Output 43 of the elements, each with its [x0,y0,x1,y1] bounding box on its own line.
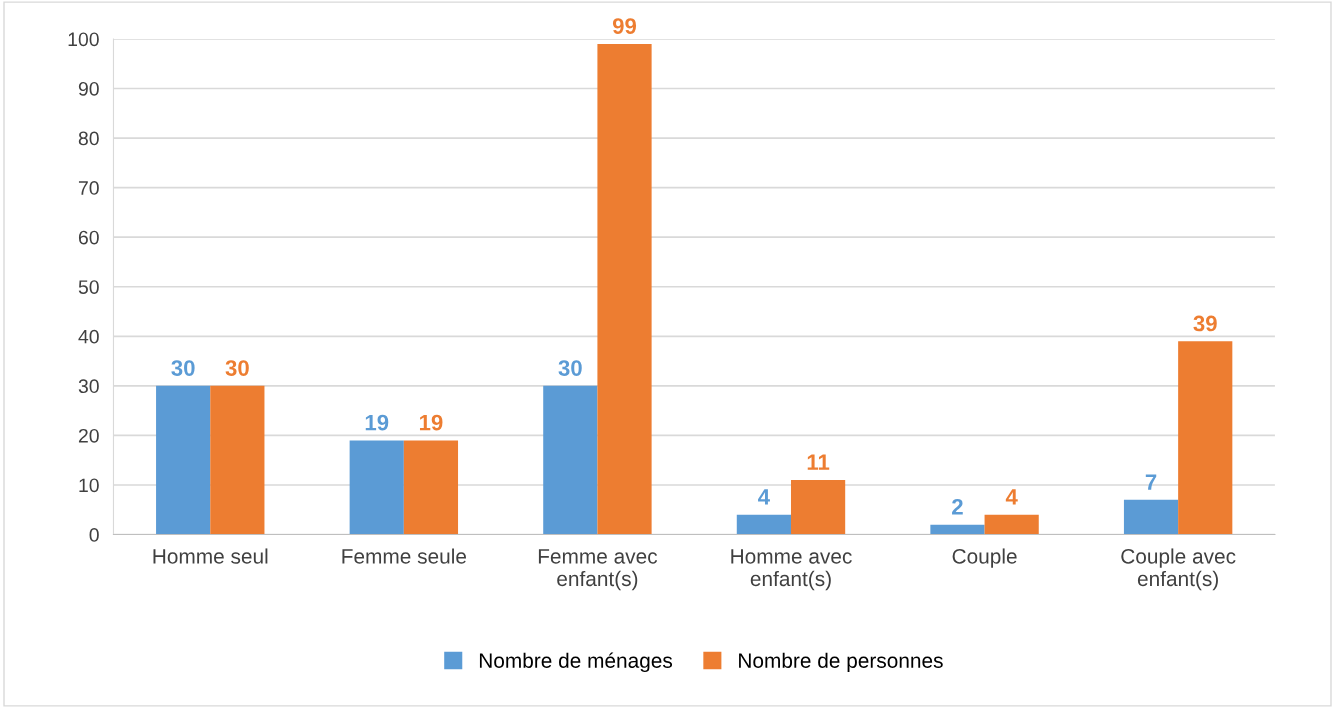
x-tick-label: Femme avec enfant(s) [538,549,658,591]
y-tick-label: 20 [78,428,99,443]
y-tick-label: 0 [89,528,99,542]
x-tick-label: Femme seule [342,548,467,564]
bar [1123,499,1179,535]
data-label: 2 [952,498,963,515]
data-label: 4 [758,489,770,505]
bar [403,440,459,535]
bar [984,514,1039,535]
y-tick-label: 30 [78,379,99,394]
data-label: 30 [558,360,582,376]
data-label: 19 [419,414,443,431]
x-tick-label: Homme avec enfant(s) [731,549,852,591]
data-label: 99 [612,18,637,34]
bar [597,43,652,535]
bar [736,514,791,535]
data-label: 7 [1145,474,1157,490]
y-tick-label: 60 [78,230,99,245]
y-tick-label: 40 [78,329,99,344]
bar [930,524,985,535]
x-tick-label: Couple [952,548,1017,568]
data-label: 30 [171,360,195,376]
x-tick-label: Homme seul [153,548,268,564]
bar [1178,341,1233,535]
bar [790,480,846,535]
data-label: 39 [1193,315,1217,332]
data-label: 11 [807,454,830,470]
bar [349,440,404,535]
bar [210,385,265,535]
legend-label: Nombre de ménages [479,652,673,673]
y-tick-label: 80 [78,131,99,146]
bar [543,385,598,535]
data-label: 19 [365,414,389,431]
data-label: 30 [225,360,249,376]
y-tick-label: 70 [78,181,99,195]
y-tick-label: 90 [78,81,99,96]
data-label: 4 [1005,489,1018,505]
y-tick-label: 10 [79,478,99,493]
y-tick-label: 50 [78,280,99,294]
y-tick-label: 100 [68,32,99,47]
bar [156,385,211,535]
x-tick-label: Couple avec enfant(s) [1121,548,1236,591]
legend-label: Nombre de personnes [739,652,943,673]
